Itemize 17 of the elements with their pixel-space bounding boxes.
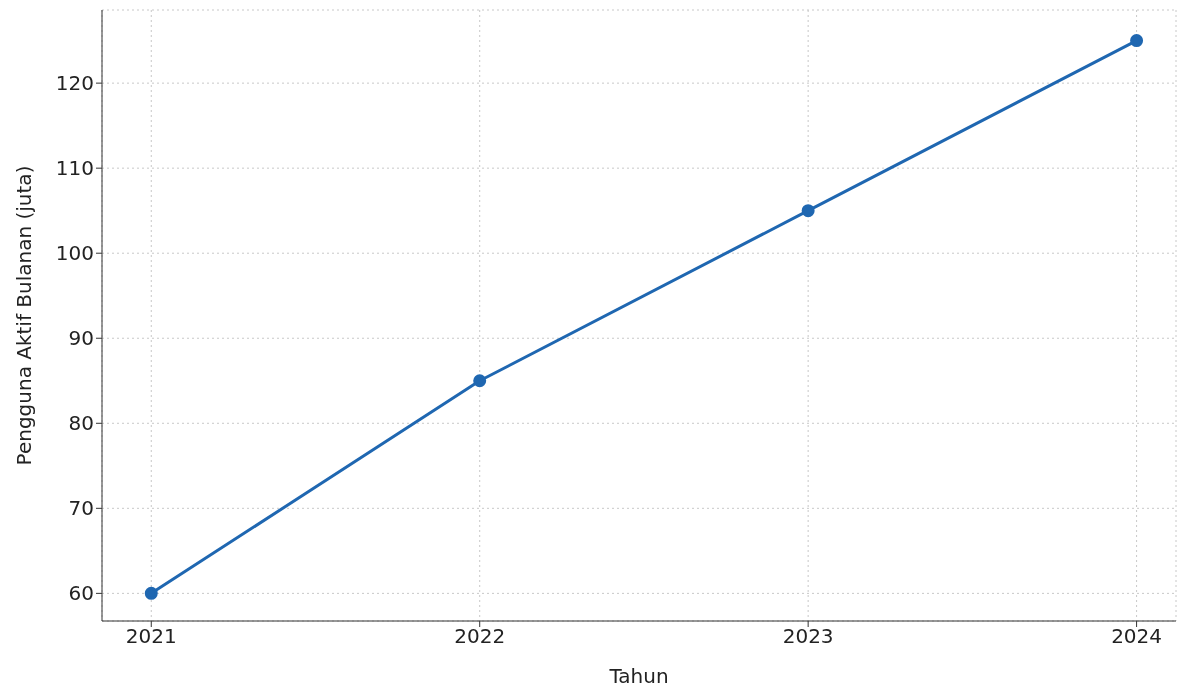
point	[144, 586, 158, 600]
point	[801, 204, 815, 218]
x-tick-label: 2023	[782, 624, 834, 649]
y-tick-label: 60	[68, 581, 94, 606]
x-axis-title: Tahun	[608, 664, 669, 688]
y-tick-label: 120	[55, 71, 94, 96]
x-tick-label: 2022	[454, 624, 506, 649]
y-tick-label: 110	[55, 156, 94, 181]
y-axis-title: Pengguna Aktif Bulanan (juta)	[12, 165, 37, 466]
point	[473, 374, 487, 388]
y-tick-label: 100	[55, 241, 94, 266]
x-tick-label: 2024	[1111, 624, 1163, 649]
y-tick-label: 90	[68, 326, 94, 351]
y-tick-label: 70	[68, 496, 94, 521]
point	[1130, 34, 1144, 48]
x-tick-label: 2021	[125, 624, 177, 649]
y-tick-label: 80	[68, 411, 94, 436]
